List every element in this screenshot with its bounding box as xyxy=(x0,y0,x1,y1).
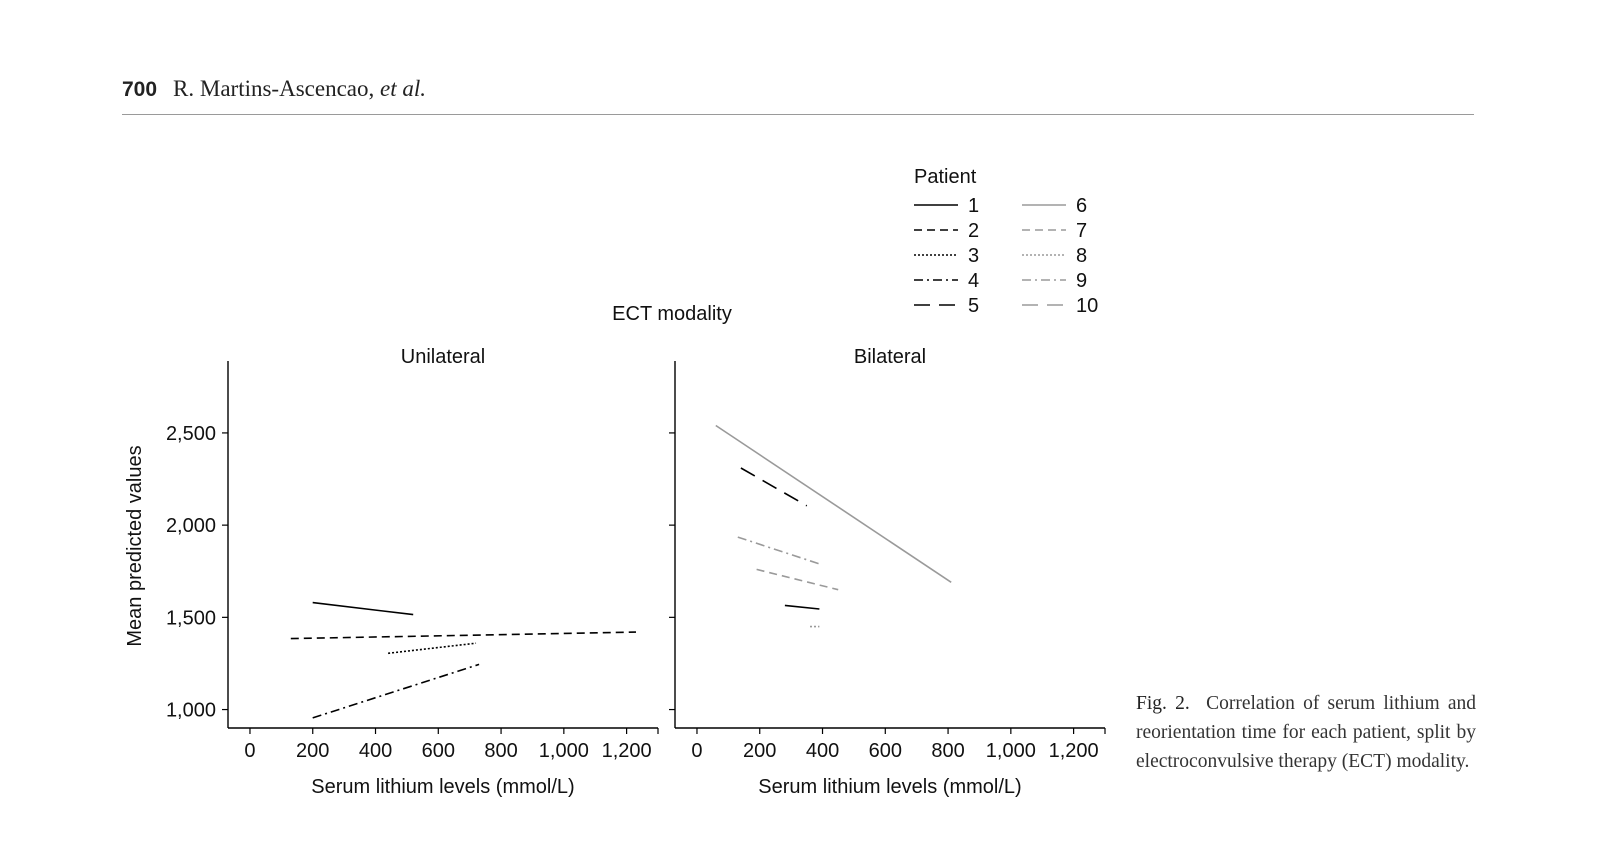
y-axis-label: Mean predicted values xyxy=(124,445,146,646)
x-tick-label: 200 xyxy=(296,740,329,762)
x-tick-label: 400 xyxy=(359,740,392,762)
series-line-patient-5 xyxy=(740,467,808,507)
legend-label-7: 7 xyxy=(1076,220,1087,242)
header-rule xyxy=(122,114,1474,115)
caption-label: Fig. 2. xyxy=(1136,693,1190,714)
caption-text: Correlation of serum lithium and reorien… xyxy=(1136,693,1477,772)
x-tick-label: 0 xyxy=(244,740,255,762)
x-tick-label: 200 xyxy=(743,740,776,762)
legend-label-4: 4 xyxy=(968,270,979,292)
page-header: 700 R. Martins-Ascencao, et al. xyxy=(122,76,426,102)
y-tick-label: 1,500 xyxy=(166,607,216,629)
legend-label-1: 1 xyxy=(968,195,979,217)
chart-title: ECT modality xyxy=(612,303,732,325)
legend-label-5: 5 xyxy=(968,295,979,317)
figure-caption: Fig. 2. Correlation of serum lithium and… xyxy=(1136,689,1476,776)
panel-title-bilateral: Bilateral xyxy=(854,346,926,368)
authors: R. Martins-Ascencao, xyxy=(173,76,375,101)
series-line-patient-7 xyxy=(756,568,839,591)
legend-label-3: 3 xyxy=(968,245,979,267)
legend-label-2: 2 xyxy=(968,220,979,242)
x-tick-label: 0 xyxy=(691,740,702,762)
x-tick-label: 600 xyxy=(422,740,455,762)
legend-label-8: 8 xyxy=(1076,245,1087,267)
y-tick-label: 2,000 xyxy=(166,515,216,537)
y-tick-label: 1,000 xyxy=(166,700,216,722)
x-tick-label: 600 xyxy=(869,740,902,762)
series-line-patient-2 xyxy=(290,631,637,640)
series-line-patient-4 xyxy=(312,663,480,719)
panel-bilateral: Bilateral 0 200 400 600 800 1,000 1,200 Serum li… xyxy=(669,346,1106,798)
y-tick-label: 2,500 xyxy=(166,423,216,445)
x-tick-label: 800 xyxy=(931,740,964,762)
legend-label-6: 6 xyxy=(1076,195,1087,217)
x-tick-label: 400 xyxy=(806,740,839,762)
x-tick-label: 1,000 xyxy=(986,740,1036,762)
panel-unilateral: Unilateral 0 200 400 600 800 1,000 1,200 1,000 1,… xyxy=(166,346,659,798)
series-line-patient-1 xyxy=(784,604,820,610)
series-line-patient-6 xyxy=(715,424,952,583)
x-axis-label: Serum lithium levels (mmol/L) xyxy=(758,776,1021,798)
et-al: et al. xyxy=(380,76,426,101)
legend: Patient 1 2 3 4 5 6 7 8 9 10 xyxy=(914,166,1098,317)
x-tick-label: 1,000 xyxy=(539,740,589,762)
x-tick-label: 800 xyxy=(484,740,517,762)
x-tick-label: 1,200 xyxy=(602,740,652,762)
x-axis-label: Serum lithium levels (mmol/L) xyxy=(311,776,574,798)
panels: Unilateral 0 200 400 600 800 1,000 1,200 1,000 1,… xyxy=(166,346,1106,798)
legend-label-9: 9 xyxy=(1076,270,1087,292)
page-number: 700 xyxy=(122,78,158,101)
x-tick-label: 1,200 xyxy=(1049,740,1099,762)
legend-title: Patient xyxy=(914,166,977,188)
series-line-patient-1 xyxy=(312,601,414,616)
legend-label-10: 10 xyxy=(1076,295,1098,317)
series-line-patient-3 xyxy=(388,642,477,655)
series-line-patient-9 xyxy=(737,536,820,565)
panel-title-unilateral: Unilateral xyxy=(401,346,485,368)
